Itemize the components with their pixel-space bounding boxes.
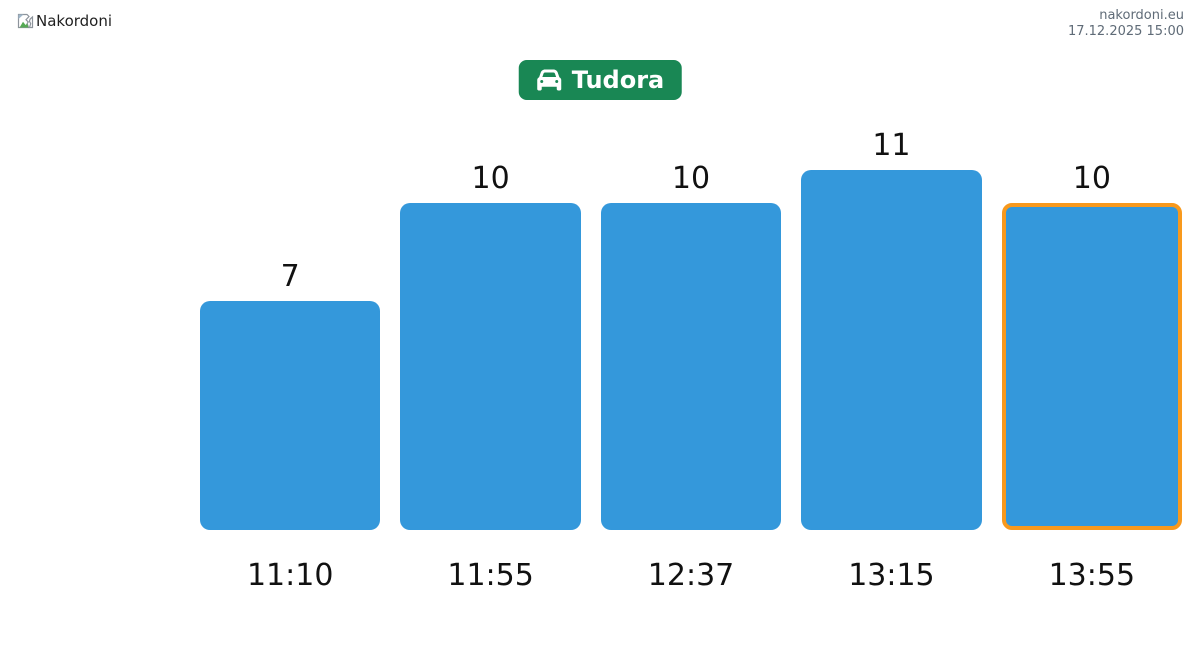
bar-chart: 7 11:10 10 11:55 10 12:37 11 13:15 10 13:55 [200, 128, 1183, 595]
bar-column: 10 11:55 [400, 130, 581, 595]
spacer [601, 130, 781, 163]
spacer [1002, 130, 1182, 163]
header-meta: nakordoni.eu 17.12.2025 15:00 [1068, 8, 1184, 40]
bar-column: 10 12:37 [600, 130, 782, 595]
spacer [400, 130, 580, 163]
bar-value-label: 11 [872, 128, 911, 163]
timestamp: 17.12.2025 15:00 [1067, 24, 1184, 39]
bar-time-label: 11:55 [447, 558, 534, 593]
bar[interactable] [600, 203, 782, 530]
bar-time-label: 12:37 [647, 558, 735, 593]
bar-column: 11 13:15 [801, 128, 982, 595]
bar-value-label: 10 [471, 161, 510, 196]
bar-column: 7 11:10 [200, 130, 381, 595]
station-name: Tudora [571, 66, 665, 94]
bar-time-label: 13:55 [1048, 558, 1136, 593]
bar-value-label: 10 [671, 161, 711, 196]
site-name: nakordoni.eu [1099, 8, 1184, 23]
broken-image-icon [17, 13, 34, 29]
bar-time-label: 13:15 [848, 558, 935, 593]
spacer [200, 130, 380, 261]
bar[interactable] [200, 301, 381, 530]
bar-value-label: 10 [1072, 161, 1111, 196]
bar-column: 10 13:55 [1001, 130, 1183, 595]
bar-highlighted[interactable] [1001, 203, 1183, 530]
bar-time-label: 11:10 [246, 558, 334, 593]
logo-alt-text: Nakordoni [36, 12, 113, 30]
bar[interactable] [801, 170, 982, 530]
station-badge: Tudora [518, 60, 682, 100]
bar-value-label: 7 [280, 259, 300, 294]
logo: Nakordoni [17, 12, 112, 30]
bar[interactable] [400, 203, 581, 530]
car-icon [536, 68, 563, 92]
